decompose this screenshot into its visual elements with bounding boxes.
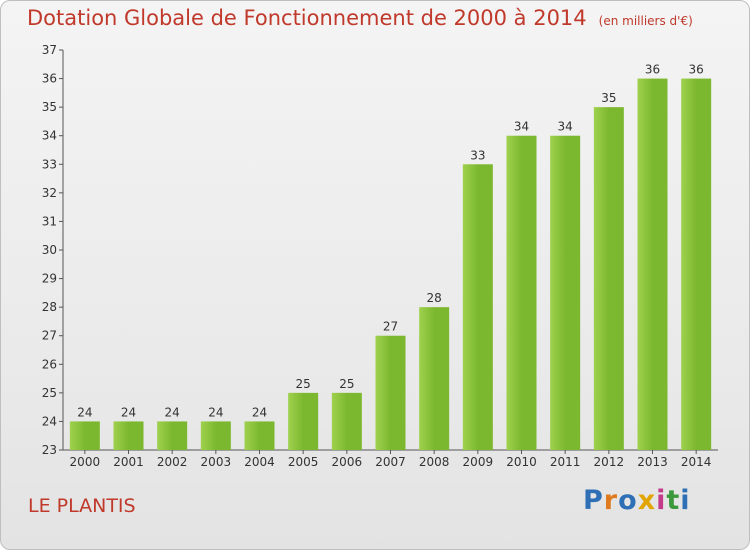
x-tick-label: 2001: [113, 455, 144, 469]
data-label: 25: [339, 377, 354, 391]
y-tick-label: 24: [42, 414, 57, 428]
x-tick-label: 2013: [637, 455, 668, 469]
data-label: 35: [601, 91, 616, 105]
y-tick-label: 28: [42, 300, 57, 314]
y-tick-label: 23: [42, 443, 57, 457]
bar: [113, 421, 144, 450]
proxiti-logo: Proxiti: [583, 485, 691, 516]
data-label: 25: [296, 377, 311, 391]
y-tick-label: 37: [42, 43, 57, 57]
bar: [462, 164, 493, 451]
bar: [288, 392, 319, 450]
y-tick-label: 29: [42, 272, 57, 286]
x-tick-label: 2003: [201, 455, 232, 469]
y-tick-label: 33: [42, 157, 57, 171]
y-tick-label: 30: [42, 243, 57, 257]
bar: [681, 78, 712, 451]
y-tick-label: 31: [42, 214, 57, 228]
y-tick-label: 27: [42, 329, 57, 343]
data-label: 24: [121, 405, 136, 419]
chart-subtitle: (en milliers d'€): [598, 14, 693, 28]
data-label: 34: [558, 120, 573, 134]
bar: [331, 392, 362, 450]
bar: [200, 421, 231, 450]
x-tick-label: 2000: [70, 455, 101, 469]
x-tick-label: 2011: [550, 455, 581, 469]
y-tick-label: 34: [42, 129, 57, 143]
x-tick-label: 2010: [506, 455, 537, 469]
bar: [550, 135, 581, 450]
data-label: 28: [427, 291, 442, 305]
data-label: 24: [208, 405, 223, 419]
data-label: 34: [514, 120, 529, 134]
data-label: 27: [383, 320, 398, 334]
bar: [506, 135, 537, 450]
data-label: 24: [165, 405, 180, 419]
data-label: 36: [645, 63, 660, 77]
x-tick-label: 2004: [244, 455, 275, 469]
y-tick-label: 26: [42, 357, 57, 371]
x-tick-label: 2007: [375, 455, 406, 469]
x-tick-label: 2012: [594, 455, 625, 469]
data-label: 24: [77, 405, 92, 419]
x-tick-label: 2008: [419, 455, 450, 469]
data-label: 33: [470, 148, 485, 162]
x-tick-label: 2002: [157, 455, 188, 469]
y-tick-label: 36: [42, 72, 57, 86]
x-tick-label: 2005: [288, 455, 319, 469]
bar: [637, 78, 668, 451]
chart-title-text: Dotation Globale de Fonctionnement de 20…: [27, 6, 587, 30]
x-tick-label: 2009: [463, 455, 494, 469]
x-tick-label: 2014: [681, 455, 712, 469]
chart-title: Dotation Globale de Fonctionnement de 20…: [27, 6, 693, 30]
bar: [244, 421, 275, 450]
bar: [375, 335, 406, 450]
y-tick-label: 35: [42, 100, 57, 114]
data-label: 24: [252, 405, 267, 419]
y-tick-label: 32: [42, 186, 57, 200]
x-tick-label: 2006: [332, 455, 363, 469]
bar: [419, 307, 450, 450]
bar: [157, 421, 188, 450]
data-label: 36: [689, 63, 704, 77]
y-tick-label: 25: [42, 386, 57, 400]
commune-name: LE PLANTIS: [28, 495, 136, 517]
bar: [593, 107, 624, 451]
bar: [69, 421, 100, 450]
